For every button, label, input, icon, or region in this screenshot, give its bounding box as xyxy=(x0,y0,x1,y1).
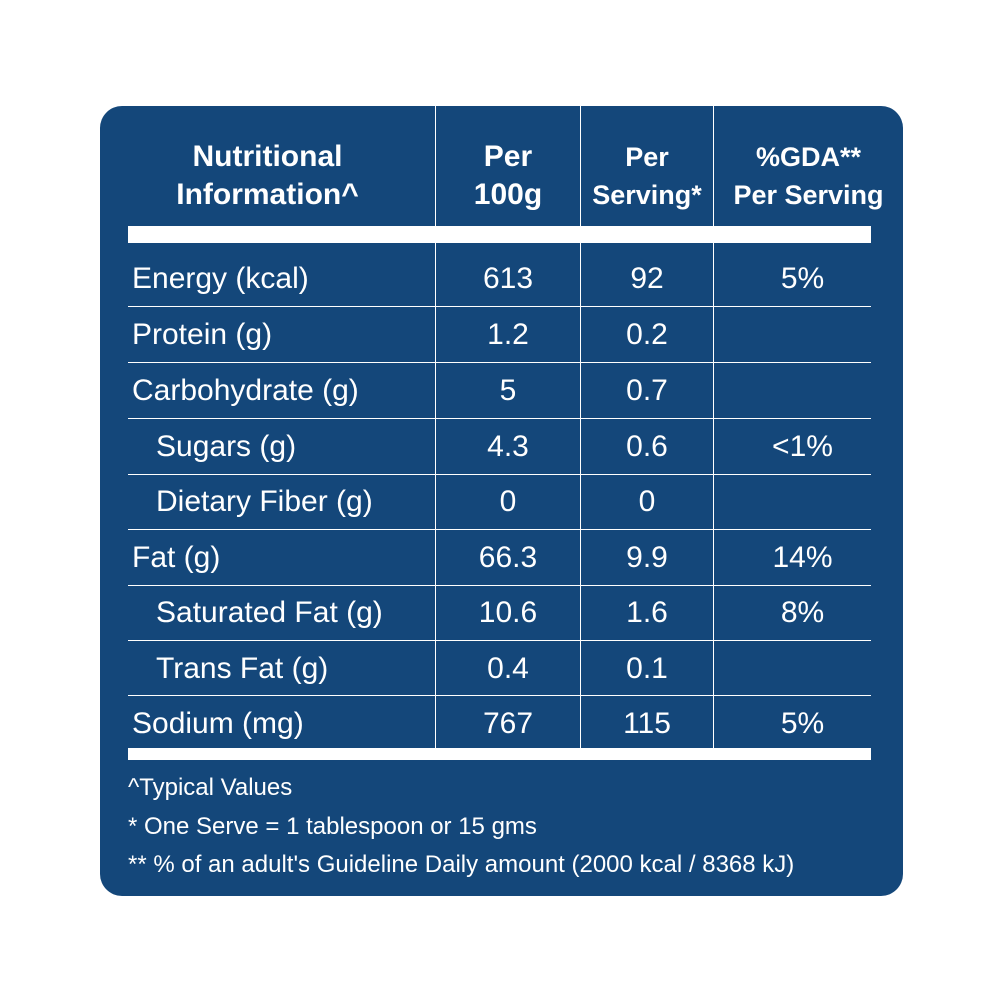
header-per-serving: Per Serving* xyxy=(592,142,702,210)
value-gda: 5% xyxy=(780,706,825,740)
value-per-serving: 0 xyxy=(638,484,656,518)
footnote-gda-definition: ** % of an adult's Guideline Daily amoun… xyxy=(128,851,795,878)
nutrient-name: Saturated Fat (g) xyxy=(156,595,383,629)
value-per-serving: 0.6 xyxy=(626,429,668,463)
value-per-100g: 5 xyxy=(499,373,517,407)
row-divider xyxy=(128,585,871,586)
value-gda: 5% xyxy=(780,261,825,295)
row-divider xyxy=(128,695,871,696)
footnote-one-serve: * One Serve = 1 tablespoon or 15 gms xyxy=(128,813,537,840)
nutrient-name: Fat (g) xyxy=(132,540,221,574)
header-per-100g: Per 100g xyxy=(473,140,543,211)
value-gda: 8% xyxy=(780,595,825,629)
row-divider xyxy=(128,529,871,530)
value-per-serving: 92 xyxy=(630,261,664,295)
nutrition-table-panel: Nutritional Information^ Per 100g Per Se… xyxy=(100,106,903,896)
nutrient-name: Protein (g) xyxy=(132,317,273,351)
row-divider xyxy=(128,306,871,307)
value-per-100g: 1.2 xyxy=(487,317,529,351)
value-per-serving: 9.9 xyxy=(626,540,668,574)
value-per-100g: 10.6 xyxy=(478,595,538,629)
row-divider xyxy=(128,474,871,475)
value-per-serving: 1.6 xyxy=(626,595,668,629)
column-divider xyxy=(435,106,436,748)
value-per-100g: 613 xyxy=(482,261,534,295)
row-divider xyxy=(128,640,871,641)
value-gda xyxy=(714,474,891,529)
footer-separator-bar xyxy=(128,748,871,760)
nutrient-name: Trans Fat (g) xyxy=(156,651,329,685)
nutrient-name: Energy (kcal) xyxy=(132,261,309,295)
nutrient-name: Sodium (mg) xyxy=(132,706,304,740)
header-gda-per-serving: %GDA** Per Serving xyxy=(733,142,884,210)
value-gda xyxy=(714,641,891,696)
nutrient-name: Sugars (g) xyxy=(156,429,297,463)
value-per-serving: 0.2 xyxy=(626,317,668,351)
value-gda xyxy=(714,307,891,362)
row-divider xyxy=(128,418,871,419)
value-gda: 14% xyxy=(772,540,833,574)
value-per-serving: 115 xyxy=(623,706,671,740)
nutrient-name: Carbohydrate (g) xyxy=(132,373,359,407)
header-separator-bar xyxy=(128,226,871,243)
value-per-100g: 4.3 xyxy=(487,429,529,463)
row-divider xyxy=(128,362,871,363)
nutrient-name: Dietary Fiber (g) xyxy=(156,484,373,518)
value-per-serving: 0.1 xyxy=(626,651,668,685)
value-per-100g: 0.4 xyxy=(487,651,529,685)
value-per-serving: 0.7 xyxy=(626,373,668,407)
column-divider xyxy=(713,106,714,748)
value-gda: <1% xyxy=(772,429,833,463)
footnote-typical-values: ^Typical Values xyxy=(128,774,293,801)
column-divider xyxy=(580,106,581,748)
value-per-100g: 767 xyxy=(482,706,534,740)
value-gda xyxy=(714,363,891,418)
value-per-100g: 0 xyxy=(499,484,517,518)
header-nutritional-information: Nutritional Information^ xyxy=(176,140,359,211)
value-per-100g: 66.3 xyxy=(478,540,538,574)
